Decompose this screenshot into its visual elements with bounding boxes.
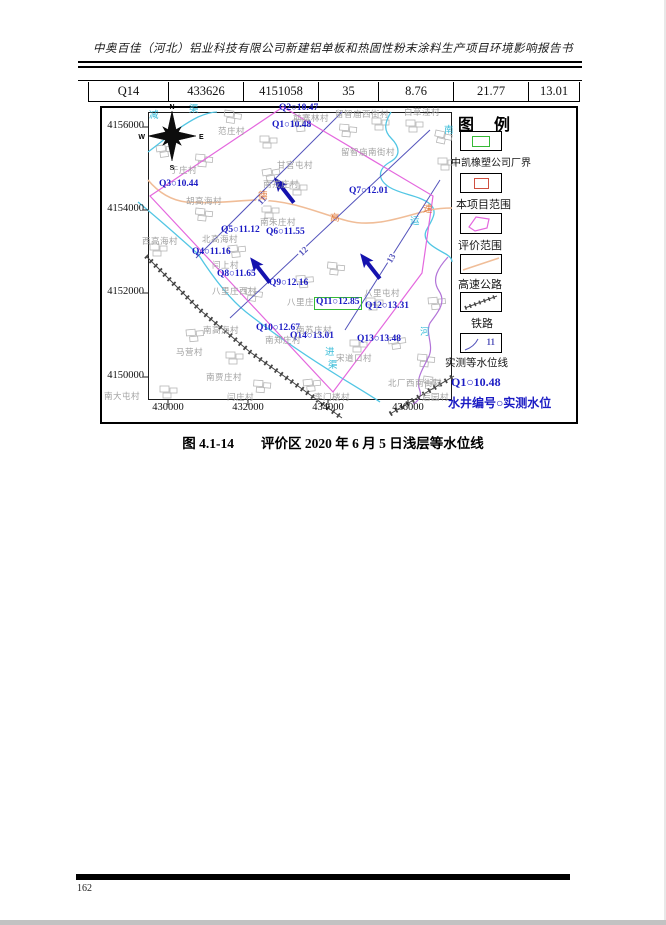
table-cell-depth: 35: [318, 81, 378, 101]
legend-symbol-highway: [460, 254, 502, 274]
legend-label-assessment-scope: 评价范围: [458, 240, 502, 252]
legend-title: 图 例: [458, 117, 519, 134]
map-frame: [148, 112, 452, 400]
table-cell-value-2: 21.77: [453, 81, 528, 101]
table-cell-value-1: 8.76: [378, 81, 453, 101]
legend-label-highway: 高速公路: [458, 279, 502, 291]
table-cell-well-id: Q14: [88, 81, 168, 101]
table-row: Q14 433626 4151058 35 8.76 21.77 13.01: [88, 81, 580, 102]
legend-symbol-railway: [460, 292, 502, 312]
table-cell-value-3: 13.01: [528, 81, 580, 101]
document-header-title: 中奥百佳（河北）铝业科技有限公司新建铝单板和热固性粉末涂料生产项目环境影响报告书: [93, 43, 573, 55]
page-number: 162: [77, 883, 92, 894]
legend-symbol-assessment-scope: [460, 213, 502, 234]
legend-label-contour: 实测等水位线: [445, 358, 508, 369]
highway-line-icon: [462, 257, 500, 271]
legend-symbol-contour: 11: [460, 333, 502, 353]
contour-curve-icon: [464, 338, 479, 351]
scan-edge-right: [664, 0, 666, 925]
table-top-rule: [78, 80, 582, 81]
green-rect-icon: [472, 135, 490, 147]
legend-well-sample: Q1○10.48: [451, 375, 501, 389]
red-rect-icon: [473, 177, 489, 189]
header-double-rule: [78, 61, 582, 68]
legend-label-project-scope: 本项目范围: [456, 199, 511, 211]
figure-caption: 图 4.1-14 评价区 2020 年 6 月 5 日浅层等水位线: [182, 436, 484, 451]
legend-label-railway: 铁路: [471, 318, 493, 330]
table-cell-x-coord: 433626: [168, 81, 243, 101]
legend-symbol-factory-boundary: [460, 131, 502, 151]
legend-well-note: 水井编号○实测水位: [448, 396, 552, 410]
table-cell-y-coord: 4151058: [243, 81, 318, 101]
scan-edge-bottom: [0, 920, 666, 925]
magenta-polygon-icon: [468, 216, 490, 232]
footer-rule-bar: [76, 874, 570, 880]
railway-line-icon: [464, 294, 498, 310]
legend-label-factory-boundary: 中凯橡塑公司厂界: [451, 158, 531, 169]
legend-symbol-project-scope: [460, 173, 502, 193]
legend-contour-number: 11: [486, 337, 495, 347]
